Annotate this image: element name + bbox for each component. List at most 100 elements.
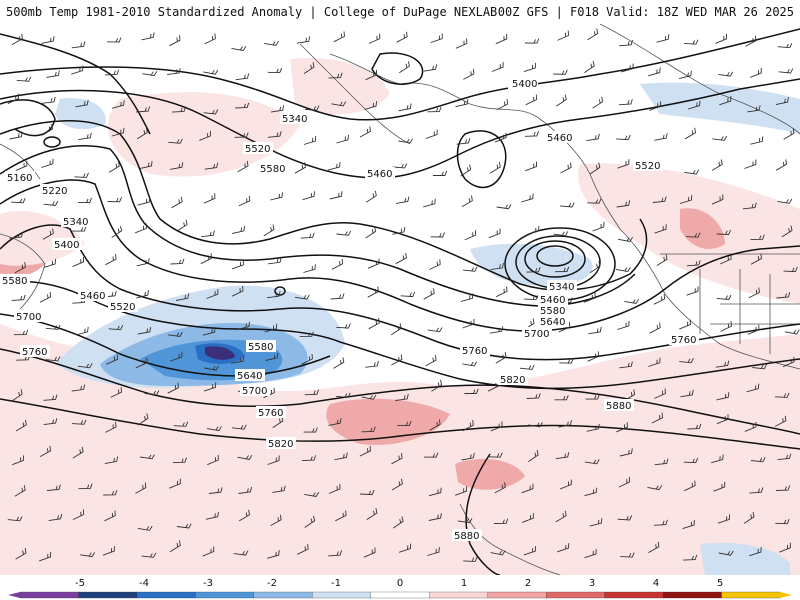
wind-barb [715,360,730,368]
wind-barb [455,486,468,496]
wind-barb [716,229,732,235]
wind-barb [743,511,755,524]
wind-barb [656,34,670,43]
wind-barb [204,365,219,371]
wind-barb [491,62,504,72]
wind-barb [267,550,280,559]
wind-barb [397,420,412,427]
wind-barb [45,356,61,362]
wind-barb [75,326,89,336]
wind-barb [360,489,375,496]
wind-barb [301,353,313,365]
wind-barb [494,518,509,524]
wind-barb [395,196,410,204]
wind-barb [746,383,760,393]
wind-barb [231,424,247,430]
colorbar-tick-label: 3 [589,578,595,589]
wind-barb [266,291,281,299]
wind-barb [205,511,219,520]
wind-barb [170,162,184,170]
wind-barb [744,159,757,169]
wind-barb [272,485,286,493]
wind-barb [455,38,468,49]
colorbar-swatch [78,591,138,599]
wind-barb [268,257,282,265]
wind-barb [654,133,668,141]
wind-barb [586,133,600,142]
wind-barb [431,379,443,392]
wind-barb [683,457,699,464]
wind-barb [135,482,147,494]
wind-barb [526,266,541,273]
wind-barb [716,294,732,300]
wind-barb [14,329,29,336]
wind-barb [264,40,279,46]
colorbar-swatch [604,591,664,599]
wind-barb [398,543,412,553]
wind-barb [365,226,377,239]
wind-barb [71,41,86,49]
wind-barb [525,94,538,106]
contour-label: 5760 [22,347,47,358]
wind-barb [648,357,661,367]
wind-barb [39,551,52,562]
wind-barb [720,321,732,332]
wind-barb [329,191,343,200]
wind-barb [624,298,640,304]
wind-barb [206,289,219,299]
wind-barb [169,540,181,553]
wind-barb [742,202,757,210]
wind-barb [300,232,315,239]
wind-barb [398,103,412,112]
wind-barb [15,419,27,432]
wind-barb [618,476,631,488]
wind-barb [589,261,601,274]
contour-label: 5760 [462,346,487,357]
wind-barb [775,97,789,106]
wind-barb [781,225,793,238]
wind-barb [649,322,661,334]
wind-barb [678,70,692,80]
wind-barb [619,448,633,457]
wind-barb [359,126,371,138]
wind-barb [750,67,762,78]
wind-barb [560,479,572,490]
contour-label: 5580 [260,164,285,175]
wind-barb [782,356,795,368]
wind-barb [270,192,284,201]
wind-barb [368,318,380,330]
wind-barb [328,483,341,494]
wind-barb [78,483,93,490]
wind-barb [617,515,633,521]
wind-barb [267,131,282,138]
wind-barb [463,68,475,80]
wind-barb [364,101,377,110]
wind-barb [464,230,477,241]
wind-barb [74,172,89,178]
wind-barb [7,93,20,105]
contour-label: 5460 [540,295,565,306]
wind-barb [207,426,222,432]
wind-barb [519,364,535,370]
wind-barb [616,200,631,208]
wind-barb [43,418,58,426]
wind-barb [80,552,95,558]
wind-barb [423,288,435,300]
wind-barb [238,486,252,494]
wind-barb [521,483,534,494]
wind-barb [137,413,149,426]
wind-barb [41,158,54,168]
wind-barb [365,69,378,81]
wind-barb [554,394,569,401]
wind-barb [270,514,282,526]
wind-barb [366,508,378,520]
wind-barb [775,518,790,525]
wind-barb [176,219,188,232]
wind-barb [680,389,694,398]
wind-barb [777,453,792,461]
wind-barb [615,267,631,272]
contour-label: 5700 [524,329,549,340]
contour-label: 5760 [671,335,696,346]
colorbar-swatch [487,591,547,599]
wind-barb [425,355,437,367]
